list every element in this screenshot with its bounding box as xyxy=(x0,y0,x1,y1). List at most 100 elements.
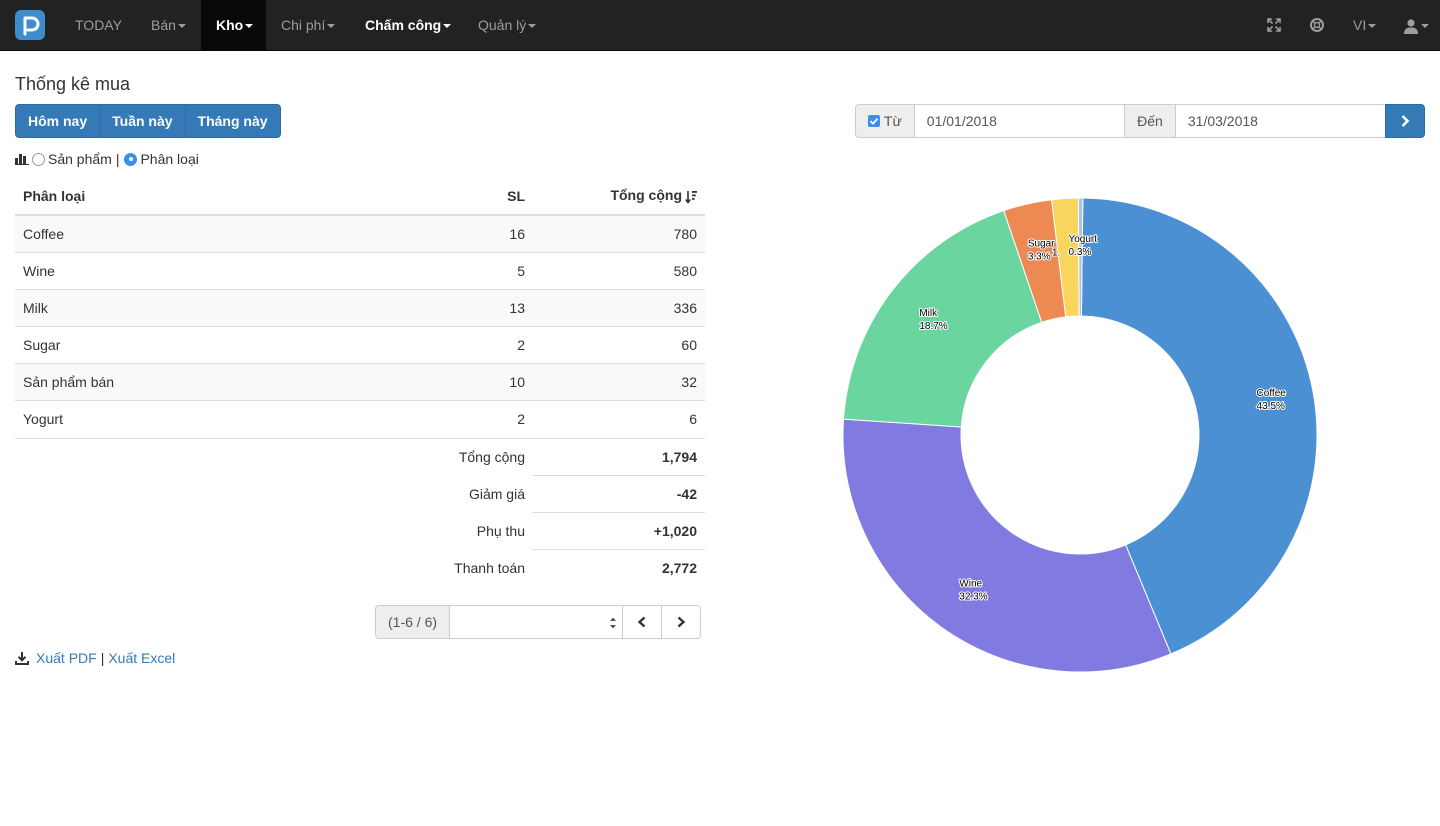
export-excel-link[interactable]: Xuất Excel xyxy=(108,650,176,666)
category-donut-chart: Coffee 43.5% Wine 32.3% Milk 18.7% Sugar 3.3% 1.… xyxy=(842,197,1318,673)
product-radio-label[interactable]: Sản phẩm xyxy=(48,151,112,167)
cell-qty: 13 xyxy=(355,288,533,326)
table-row[interactable]: Sugar 2 60 xyxy=(15,325,705,363)
slice-label: Milk xyxy=(919,308,938,319)
prev-page-button[interactable] xyxy=(622,605,663,639)
table-row[interactable]: Wine 5 580 xyxy=(15,251,705,289)
cell-total: 6 xyxy=(533,399,705,437)
select-arrows-icon xyxy=(610,617,617,629)
caret-down-icon xyxy=(327,24,336,29)
to-date-input[interactable]: 31/03/2018 xyxy=(1174,104,1387,138)
category-table: Phân loại SL Tổng cộng Coffee 16 780 Wine 5… xyxy=(15,177,705,437)
summary-discount-value: -42 xyxy=(533,475,705,513)
table-row[interactable]: Yogurt 2 6 xyxy=(15,399,705,437)
cell-qty: 10 xyxy=(355,362,533,400)
slice-percent-label: 43.5% xyxy=(1257,401,1285,412)
caret-down-icon xyxy=(245,24,254,29)
summary-discount-label: Giảm giá xyxy=(468,486,525,502)
cell-category: Coffee xyxy=(15,214,355,252)
this-month-button[interactable]: Tháng này xyxy=(184,104,281,138)
summary-row: Phụ thu +1,020 xyxy=(15,512,705,550)
this-week-button[interactable]: Tuần này xyxy=(99,104,186,138)
slice-yogurt[interactable] xyxy=(1077,197,1084,317)
cell-qty: 5 xyxy=(355,251,533,289)
slice-label: Sugar xyxy=(1028,239,1055,250)
nav-management[interactable]: Quản lý xyxy=(463,0,551,50)
from-date-input[interactable]: 01/01/2018 xyxy=(913,104,1126,138)
nav-today[interactable]: TODAY xyxy=(75,17,122,33)
header-category[interactable]: Phân loại xyxy=(15,177,355,216)
view-toggle: Sản phẩm | Phân loại xyxy=(15,150,199,168)
cell-qty: 2 xyxy=(355,399,533,437)
table-row[interactable]: Milk 13 336 xyxy=(15,288,705,326)
slice-coffee[interactable] xyxy=(1080,197,1318,655)
nav-expenses[interactable]: Chi phí xyxy=(266,0,350,50)
nav-inventory[interactable]: Kho xyxy=(201,0,266,50)
fullscreen-icon[interactable] xyxy=(1266,17,1282,33)
date-range-filter: Từ 01/01/2018 Đến 31/03/2018 xyxy=(855,104,1426,138)
slice-percent-label: 3.3% xyxy=(1028,252,1051,263)
table-row[interactable]: Coffee 16 780 xyxy=(15,214,705,252)
cell-qty: 16 xyxy=(355,214,533,252)
from-checkbox-addon[interactable]: Từ xyxy=(855,104,915,138)
user-dropdown[interactable] xyxy=(1391,0,1440,50)
logo-icon xyxy=(23,16,40,36)
caret-down-icon xyxy=(1368,24,1377,29)
app-logo[interactable] xyxy=(15,10,45,40)
download-icon xyxy=(15,652,29,665)
slice-percent-label: 0.3% xyxy=(1068,247,1091,258)
caret-down-icon xyxy=(443,24,452,29)
export-pdf-link[interactable]: Xuất PDF xyxy=(36,650,97,666)
pagination: (1-6 / 6) xyxy=(375,605,702,639)
slice-milk[interactable] xyxy=(842,209,1043,428)
nav-timekeeping[interactable]: Chấm công xyxy=(350,0,466,50)
sort-desc-icon xyxy=(685,190,697,204)
cell-category: Sản phẩm bán xyxy=(15,362,355,400)
category-radio-label[interactable]: Phân loại xyxy=(140,151,199,167)
from-checkbox[interactable] xyxy=(867,115,880,127)
next-page-button[interactable] xyxy=(661,605,702,639)
caret-down-icon xyxy=(1421,24,1429,29)
export-links: Xuất PDF | Xuất Excel xyxy=(15,650,175,666)
to-label: Đến xyxy=(1124,104,1176,138)
slice-label: Coffee xyxy=(1257,388,1287,399)
chevron-right-icon xyxy=(677,616,686,628)
quick-range-group: Hôm nay Tuần này Tháng này xyxy=(15,104,281,138)
page-title: Thống kê mua xyxy=(15,74,131,94)
summary-payment-label: Thanh toán xyxy=(454,560,525,576)
summary-row: Tổng cộng 1,794 xyxy=(15,438,705,476)
summary-total-value: 1,794 xyxy=(661,449,697,465)
slice-wine[interactable] xyxy=(842,418,1172,673)
slice-percent-label: 1. xyxy=(1052,247,1060,258)
check-icon xyxy=(869,117,879,125)
slice-label: Wine xyxy=(959,578,982,589)
product-radio[interactable] xyxy=(32,152,45,166)
today-button[interactable]: Hôm nay xyxy=(15,104,101,138)
caret-down-icon xyxy=(528,24,537,29)
support-icon[interactable] xyxy=(1309,17,1325,33)
category-radio[interactable] xyxy=(124,152,138,166)
header-qty[interactable]: SL xyxy=(355,177,533,216)
slice-percent-label: 32.3% xyxy=(959,591,987,602)
cell-category: Wine xyxy=(15,251,355,289)
page-select[interactable] xyxy=(449,605,624,639)
summary-row: Thanh toán 2,772 xyxy=(15,549,705,587)
cell-category: Yogurt xyxy=(15,399,355,437)
chevron-right-icon xyxy=(1401,115,1410,127)
slice-percent-label: 18.7% xyxy=(919,321,947,332)
cell-total: 32 xyxy=(533,362,705,400)
cell-category: Sugar xyxy=(15,325,355,363)
nav-sales[interactable]: Bán xyxy=(136,0,201,50)
summary-row: Giảm giá -42 xyxy=(15,475,705,513)
cell-total: 60 xyxy=(533,325,705,363)
from-label: Từ xyxy=(883,113,902,129)
apply-date-button[interactable] xyxy=(1385,104,1426,138)
table-header-row: Phân loại SL Tổng cộng xyxy=(15,177,705,216)
top-navbar: TODAY Bán Kho Chi phí Chấm công Quản lý … xyxy=(0,0,1440,51)
table-row[interactable]: Sản phẩm bán 10 32 xyxy=(15,362,705,400)
cell-total: 580 xyxy=(533,251,705,289)
toggle-separator: | xyxy=(115,151,120,167)
header-total[interactable]: Tổng cộng xyxy=(533,177,705,216)
language-dropdown[interactable]: VI xyxy=(1338,0,1391,50)
summary-surcharge-label: Phụ thu xyxy=(476,523,525,539)
